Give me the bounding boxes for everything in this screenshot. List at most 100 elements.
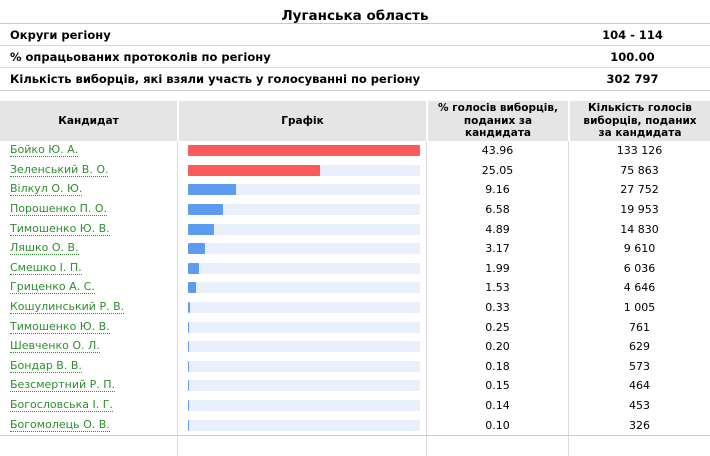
candidate-link[interactable]: Кошулинський Р. В. [10,300,125,315]
summary-value: 104 - 114 [602,27,663,42]
percent-value: 0.18 [426,356,568,377]
candidate-link[interactable]: Гриценко А. С. [10,280,95,295]
table-row: Зеленський В. О. 25.05 75 863 [0,160,710,181]
votes-value: 629 [568,336,710,357]
column-header-votes: Кількість голосів виборців, поданих за к… [568,101,710,141]
bar-track [188,341,420,353]
table-row: Вілкул О. Ю. 9.16 27 752 [0,180,710,200]
summary-label: % опрацьованих протоколів по регіону [10,49,271,64]
page-title: Луганська область [281,8,429,24]
bar-track [188,419,420,431]
result-bar [188,164,321,176]
votes-value: 464 [568,376,710,396]
summary-label: Кількість виборців, які взяли участь у г… [10,72,421,86]
table-row: Тимошенко Ю. В. 4.89 14 830 [0,219,710,239]
column-header-percent: % голосів виборців, поданих за кандидата [426,101,568,141]
region-summary-table: Округи регіону 104 - 114 % опрацьованих пр… [0,23,710,91]
table-row: Безсмертний Р. П. 0.15 464 [0,376,710,396]
percent-value: 0.14 [426,395,568,416]
table-row: Богословська І. Г. 0.14 453 [0,395,710,416]
candidate-link[interactable]: Безсмертний Р. П. [10,378,116,393]
result-bar [188,400,189,412]
column-header-candidate: Кандидат [0,101,177,141]
bar-track [188,204,420,216]
result-bar [188,321,190,333]
percent-value: 25.05 [426,160,568,181]
percent-value: 0.20 [426,336,568,357]
bar-track [188,243,420,255]
candidate-link[interactable]: Богомолець О. В. [10,417,110,432]
column-header-graph: Графік [177,101,426,141]
votes-value: 19 953 [568,199,710,220]
percent-value: 6.58 [426,199,568,220]
result-bar [188,302,190,314]
table-row: Бондар В. В. 0.18 573 [0,356,710,377]
votes-value: 6 036 [568,258,710,279]
results-table-body: Бойко Ю. А. 43.96 133 126 Зеленський В. О. 2… [0,141,710,435]
bar-track [188,321,420,333]
table-row: Бойко Ю. А. 43.96 133 126 [0,141,710,161]
result-bar [188,184,237,196]
candidate-link[interactable]: Богословська І. Г. [10,398,113,413]
bar-track [188,282,420,294]
table-row: Порошенко П. О. 6.58 19 953 [0,199,710,220]
summary-label: Округи регіону [10,27,111,42]
candidate-link[interactable]: Тимошенко Ю. В. [10,221,110,236]
votes-value: 1 005 [568,297,710,318]
summary-value: 302 797 [606,72,659,86]
votes-value: 326 [568,415,710,435]
candidate-link[interactable]: Шевченко О. Л. [10,339,100,354]
votes-value: 453 [568,395,710,416]
candidate-link[interactable]: Бондар В. В. [10,358,82,373]
bar-track [188,164,420,176]
bar-track [188,360,420,372]
percent-value: 0.33 [426,297,568,318]
votes-value: 761 [568,317,710,337]
result-bar [188,282,197,294]
candidate-link[interactable]: Ляшко О. В. [10,241,79,256]
percent-value: 0.10 [426,415,568,435]
percent-value: 9.16 [426,180,568,200]
result-bar [188,243,205,255]
result-bar [188,223,214,235]
percent-value: 1.53 [426,278,568,298]
summary-row: Кількість виборців, які взяли участь у г… [0,68,710,90]
votes-value: 573 [568,356,710,377]
votes-value: 133 126 [568,141,710,161]
percent-value: 0.15 [426,376,568,396]
votes-value: 27 752 [568,180,710,200]
percent-value: 3.17 [426,238,568,259]
percent-value: 43.96 [426,141,568,161]
bar-track [188,400,420,412]
candidate-link[interactable]: Тимошенко Ю. В. [10,319,110,334]
result-bar [188,204,223,216]
votes-value: 75 863 [568,160,710,181]
result-bar [188,341,190,353]
candidate-link[interactable]: Порошенко П. О. [10,202,108,217]
result-bar [188,380,189,392]
result-bar [188,145,420,157]
table-bottom-partial-row [0,434,710,456]
table-row: Гриценко А. С. 1.53 4 646 [0,278,710,298]
table-row: Шевченко О. Л. 0.20 629 [0,336,710,357]
candidate-link[interactable]: Вілкул О. Ю. [10,182,83,197]
candidate-link[interactable]: Бойко Ю. А. [10,143,79,158]
table-row: Ляшко О. В. 3.17 9 610 [0,238,710,259]
table-row: Кошулинський Р. В. 0.33 1 005 [0,297,710,318]
bar-track [188,145,420,157]
percent-value: 1.99 [426,258,568,279]
bar-track [188,223,420,235]
results-table: Кандидат Графік % голосів виборців, пода… [0,101,710,456]
percent-value: 0.25 [426,317,568,337]
votes-value: 9 610 [568,238,710,259]
bar-track [188,302,420,314]
votes-value: 4 646 [568,278,710,298]
table-row: Богомолець О. В. 0.10 326 [0,415,710,435]
candidate-link[interactable]: Зеленський В. О. [10,162,109,177]
result-bar [188,360,189,372]
candidate-link[interactable]: Смешко І. П. [10,260,82,275]
bar-track [188,262,420,274]
table-row: Тимошенко Ю. В. 0.25 761 [0,317,710,337]
results-table-header: Кандидат Графік % голосів виборців, пода… [0,101,710,141]
table-row: Смешко І. П. 1.99 6 036 [0,258,710,279]
